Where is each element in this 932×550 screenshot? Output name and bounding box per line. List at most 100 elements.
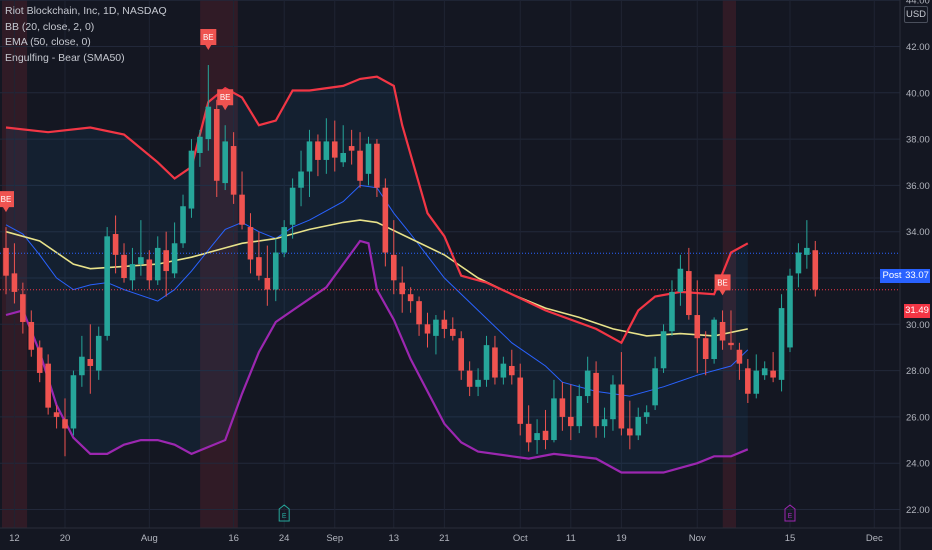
candle[interactable]: [104, 227, 110, 341]
candle[interactable]: [770, 352, 776, 383]
candle[interactable]: [79, 335, 85, 387]
candle[interactable]: [146, 250, 153, 290]
candle[interactable]: [568, 384, 574, 441]
candle[interactable]: [171, 222, 178, 278]
candle[interactable]: [188, 139, 195, 218]
candle[interactable]: [812, 240, 819, 297]
candle[interactable]: [719, 310, 726, 350]
candle[interactable]: [222, 125, 228, 191]
candle[interactable]: [525, 405, 532, 452]
candle[interactable]: [660, 324, 667, 373]
earnings-marker[interactable]: E: [278, 504, 290, 522]
candle[interactable]: [551, 379, 557, 443]
candle[interactable]: [542, 409, 549, 450]
candle[interactable]: [466, 361, 473, 397]
candle[interactable]: [407, 287, 414, 313]
candle[interactable]: [197, 129, 203, 167]
candle[interactable]: [129, 247, 136, 290]
candle[interactable]: [559, 382, 566, 431]
candle[interactable]: [610, 375, 616, 431]
candle[interactable]: [281, 220, 287, 258]
candle[interactable]: [618, 352, 625, 436]
candle[interactable]: [669, 280, 675, 336]
candle[interactable]: [424, 312, 431, 348]
candle[interactable]: [205, 65, 212, 151]
candle[interactable]: [154, 236, 161, 285]
candle[interactable]: [711, 317, 717, 364]
candle[interactable]: [635, 407, 642, 441]
candle[interactable]: [416, 296, 422, 336]
candle[interactable]: [357, 132, 363, 188]
candle[interactable]: [702, 331, 709, 376]
candle[interactable]: [652, 356, 658, 410]
engulfing-bear-marker[interactable]: BE: [714, 274, 731, 296]
candle[interactable]: [627, 400, 633, 450]
candle[interactable]: [138, 220, 144, 276]
candle[interactable]: [458, 331, 465, 380]
candle[interactable]: [475, 368, 481, 397]
candle[interactable]: [3, 227, 9, 295]
candle[interactable]: [239, 171, 245, 230]
candle[interactable]: [272, 238, 279, 302]
candle[interactable]: [643, 405, 650, 424]
candle[interactable]: [323, 118, 330, 174]
candle[interactable]: [694, 280, 701, 373]
candle[interactable]: [492, 335, 498, 385]
candle[interactable]: [374, 139, 380, 197]
candle[interactable]: [593, 361, 599, 438]
currency-button[interactable]: USD: [904, 6, 928, 23]
candle[interactable]: [121, 243, 127, 283]
candle[interactable]: [576, 384, 583, 434]
candle[interactable]: [584, 356, 591, 404]
candle[interactable]: [11, 243, 18, 304]
candle[interactable]: [180, 194, 186, 248]
candle[interactable]: [736, 342, 743, 380]
candle[interactable]: [348, 129, 355, 165]
candle[interactable]: [753, 354, 760, 399]
candle[interactable]: [45, 354, 51, 415]
candle[interactable]: [390, 220, 397, 295]
candle[interactable]: [745, 359, 751, 404]
candle[interactable]: [20, 282, 26, 334]
candle[interactable]: [298, 150, 304, 207]
candle[interactable]: [36, 340, 43, 383]
candle[interactable]: [331, 120, 338, 172]
candle[interactable]: [315, 134, 321, 177]
candle[interactable]: [601, 407, 608, 438]
candle[interactable]: [264, 245, 271, 306]
candle[interactable]: [340, 125, 346, 167]
candle[interactable]: [230, 132, 237, 204]
candle[interactable]: [449, 317, 456, 341]
candle[interactable]: [677, 254, 684, 306]
candle[interactable]: [795, 243, 802, 288]
candle[interactable]: [517, 363, 524, 436]
candle[interactable]: [534, 419, 540, 454]
candle[interactable]: [62, 398, 68, 457]
candle[interactable]: [95, 326, 102, 380]
candle[interactable]: [247, 213, 254, 274]
candle[interactable]: [804, 220, 810, 269]
candle[interactable]: [787, 268, 793, 353]
engulfing-bear-marker[interactable]: BE: [217, 89, 234, 111]
candle[interactable]: [213, 99, 220, 197]
candle[interactable]: [87, 324, 94, 394]
candle[interactable]: [306, 129, 313, 197]
candle[interactable]: [500, 356, 507, 385]
candle[interactable]: [761, 361, 768, 380]
candle[interactable]: [289, 178, 296, 239]
candle[interactable]: [256, 231, 262, 281]
candle[interactable]: [365, 136, 372, 186]
candle[interactable]: [163, 231, 169, 297]
earnings-marker[interactable]: E: [784, 504, 796, 522]
candle[interactable]: [70, 370, 77, 436]
candle[interactable]: [441, 310, 448, 339]
candle[interactable]: [509, 349, 515, 385]
candle[interactable]: [686, 247, 692, 320]
candle[interactable]: [382, 178, 389, 267]
candle[interactable]: [399, 266, 406, 313]
candle[interactable]: [728, 310, 734, 350]
engulfing-bear-marker[interactable]: BE: [200, 29, 217, 51]
engulfing-bear-marker[interactable]: BE: [0, 191, 14, 213]
candle[interactable]: [28, 310, 35, 357]
